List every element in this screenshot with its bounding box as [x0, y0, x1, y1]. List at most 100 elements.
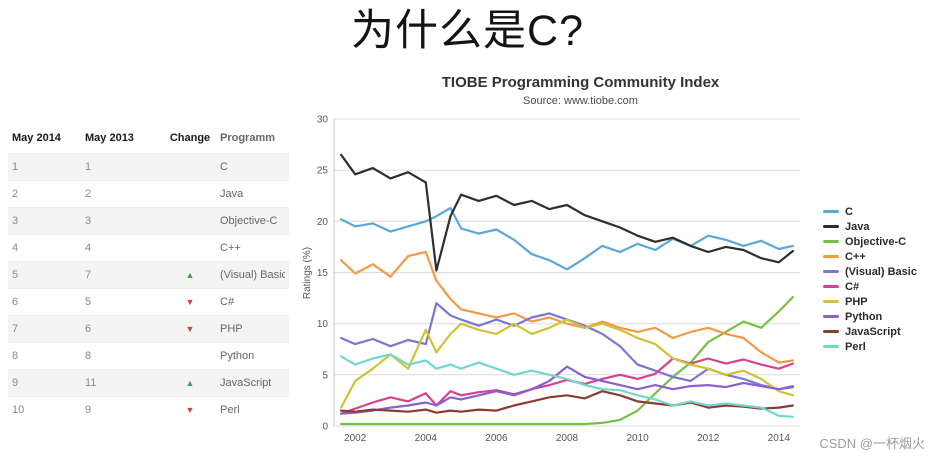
svg-text:2010: 2010 [626, 433, 649, 444]
language-name: Perl [220, 404, 240, 416]
table-row: 8 8 Python [8, 342, 289, 369]
svg-text:0: 0 [322, 422, 328, 433]
legend-swatch [823, 315, 839, 318]
legend-swatch [823, 255, 839, 258]
legend-item: Java [823, 220, 917, 234]
svg-text:2012: 2012 [697, 433, 720, 444]
legend-item: C++ [823, 250, 917, 264]
legend-item: C# [823, 280, 917, 294]
series-php [339, 318, 794, 409]
chart-area: 0 5 10 15 20 25 30 2002 2004 2006 2008 2010 2012 2014… [300, 109, 917, 449]
series-perl [339, 353, 794, 418]
rankings-table-body: 1 1 C 2 2 Java 3 3 Objective-C 4 4 C++ 5 7 ▲ (Visual) B… [8, 153, 289, 423]
legend-swatch [823, 345, 839, 348]
svg-text:2008: 2008 [556, 433, 579, 444]
table-row: 2 2 Java [8, 180, 289, 207]
rank-2014: 8 [12, 350, 19, 362]
svg-text:20: 20 [317, 217, 329, 228]
legend-swatch [823, 225, 839, 228]
rank-2014: 2 [12, 188, 19, 200]
legend-item: PHP [823, 295, 917, 309]
tiobe-chart-block: TIOBE Programming Community Index Source… [300, 74, 917, 449]
series-c [339, 206, 794, 271]
rank-2013: 8 [85, 350, 92, 362]
table-row: 5 7 ▲ (Visual) Basic [8, 261, 289, 288]
rank-2013: 5 [85, 296, 92, 308]
legend-item: JavaScript [823, 325, 917, 339]
language-name: C++ [220, 242, 241, 254]
series-objective-c [339, 296, 794, 426]
chart-subtitle: Source: www.tiobe.com [523, 95, 638, 107]
language-name: PHP [220, 323, 243, 335]
legend-label: C [845, 205, 853, 218]
rank-2013: 6 [85, 323, 92, 335]
svg-text:5: 5 [322, 370, 328, 381]
rank-up-icon: ▲ [185, 378, 195, 388]
legend-label: Java [845, 220, 870, 233]
language-name: Python [220, 350, 255, 362]
rank-2014: 6 [12, 296, 19, 308]
legend-item: Perl [823, 340, 917, 354]
legend-item: Python [823, 310, 917, 324]
rank-2013: 11 [85, 377, 97, 389]
legend-label: PHP [845, 295, 868, 308]
series-c [339, 357, 794, 415]
svg-text:2002: 2002 [344, 433, 367, 444]
legend-label: (Visual) Basic [845, 265, 917, 278]
table-row: 9 11 ▲ JavaScript [8, 369, 289, 396]
table-row: 6 5 ▼ C# [8, 288, 289, 315]
table-row: 3 3 Objective-C [8, 207, 289, 234]
chart-title: TIOBE Programming Community Index [441, 74, 720, 91]
svg-text:25: 25 [317, 166, 329, 177]
rank-down-icon: ▼ [185, 297, 195, 307]
legend-label: Objective-C [845, 235, 907, 248]
legend-label: Perl [845, 340, 866, 353]
legend-item: C [823, 205, 917, 219]
language-name: Java [220, 188, 244, 200]
table-row: 7 6 ▼ PHP [8, 315, 289, 342]
rank-2013: 1 [85, 161, 92, 173]
legend-swatch [823, 300, 839, 303]
svg-text:30: 30 [317, 115, 329, 126]
legend-swatch [823, 270, 839, 273]
language-name: C# [220, 296, 235, 308]
svg-text:10: 10 [317, 319, 329, 330]
rank-down-icon: ▼ [185, 405, 195, 415]
svg-text:2006: 2006 [485, 433, 508, 444]
tiobe-chart: 0 5 10 15 20 25 30 2002 2004 2006 2008 2010 2012 2014… [302, 115, 800, 444]
rank-2013: 2 [85, 188, 92, 200]
series-java [339, 153, 794, 272]
legend-swatch [823, 210, 839, 213]
svg-text:15: 15 [317, 268, 329, 279]
rank-2014: 10 [12, 404, 25, 416]
table-header-change: Change [169, 132, 211, 144]
chart-legend: C Java Objective-C C++ (Visual) Basic C# PHP Py… [823, 205, 917, 354]
rank-up-icon: ▲ [185, 270, 195, 280]
rank-2014: 5 [12, 269, 19, 281]
legend-label: JavaScript [845, 325, 901, 338]
table-header-language: Programm [220, 132, 276, 144]
rank-2014: 1 [12, 161, 19, 173]
rank-2013: 3 [85, 215, 92, 227]
table-header-may2014: May 2014 [12, 132, 61, 144]
rank-2013: 4 [85, 242, 92, 254]
watermark: CSDN @一杯烟火 [819, 436, 925, 451]
legend-label: Python [845, 310, 883, 323]
series-visual-basic [339, 302, 794, 391]
rank-2014: 4 [12, 242, 19, 254]
legend-item: Objective-C [823, 235, 917, 249]
series-python [339, 365, 794, 415]
legend-swatch [823, 285, 839, 288]
svg-text:2004: 2004 [415, 433, 438, 444]
table-row: 4 4 C++ [8, 234, 289, 261]
legend-label: C# [845, 280, 860, 293]
legend-label: C++ [845, 250, 866, 263]
legend-swatch [823, 330, 839, 333]
rank-down-icon: ▼ [185, 324, 195, 334]
rank-2014: 7 [12, 323, 19, 335]
table-header: May 2014 May 2013 Change Programm [8, 126, 289, 153]
table-header-may2013: May 2013 [85, 132, 134, 144]
rank-2014: 9 [12, 377, 19, 389]
